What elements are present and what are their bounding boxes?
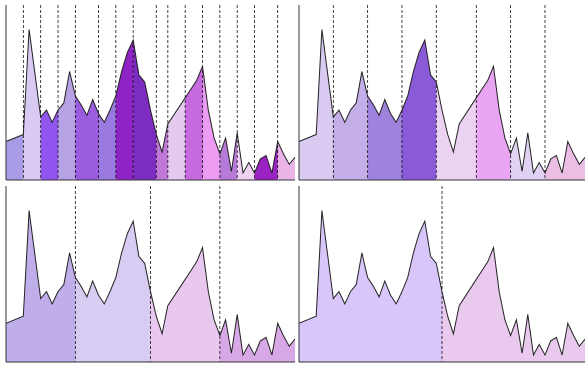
area-segment — [150, 247, 220, 362]
area-segment — [6, 210, 76, 362]
area-segment — [185, 66, 203, 180]
series-line — [5, 29, 296, 175]
series-line — [298, 29, 585, 175]
area-segment — [98, 96, 116, 180]
series-line — [298, 210, 585, 357]
area-segment — [75, 221, 151, 362]
area-segment — [202, 66, 220, 180]
panel-bottom-right — [298, 186, 585, 363]
series-line — [5, 210, 296, 357]
area-segment — [75, 96, 99, 180]
area-segment — [23, 29, 41, 180]
area-segment — [476, 66, 511, 180]
area-segment — [333, 71, 368, 180]
panel-bottom-left — [5, 186, 296, 363]
area-segment — [545, 141, 585, 180]
area-segment — [402, 40, 437, 180]
area-segment — [254, 141, 278, 180]
area-segment — [237, 132, 255, 180]
panel-top-left — [5, 5, 296, 181]
area-segment — [115, 40, 134, 180]
area-segment — [299, 29, 334, 180]
panel-top-right — [298, 5, 585, 181]
area-segment — [442, 247, 585, 362]
area-segment — [133, 40, 157, 180]
area-segment — [58, 71, 76, 180]
area-segment — [436, 82, 477, 180]
area-segment — [299, 210, 442, 362]
area-segment — [367, 96, 402, 180]
area-segment — [6, 134, 24, 180]
area-segment — [40, 110, 58, 180]
